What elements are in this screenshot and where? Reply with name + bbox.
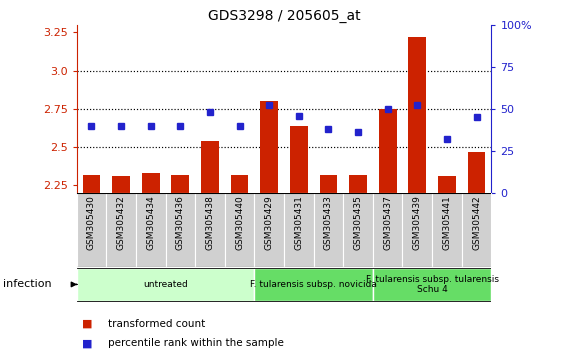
Bar xyxy=(82,175,101,193)
Text: GSM305433: GSM305433 xyxy=(324,195,333,250)
Text: GSM305442: GSM305442 xyxy=(472,195,481,250)
Text: percentile rank within the sample: percentile rank within the sample xyxy=(108,338,284,348)
Bar xyxy=(373,193,403,267)
Text: untreated: untreated xyxy=(143,280,188,289)
Text: GDS3298 / 205605_at: GDS3298 / 205605_at xyxy=(208,9,360,23)
Bar xyxy=(231,175,248,193)
Bar xyxy=(142,173,160,193)
Bar xyxy=(112,176,130,193)
Bar xyxy=(290,126,308,193)
Text: infection: infection xyxy=(3,279,52,290)
Bar xyxy=(254,268,373,301)
Bar xyxy=(320,175,337,193)
Bar xyxy=(373,268,491,301)
Text: GSM305437: GSM305437 xyxy=(383,195,392,250)
Text: GSM305439: GSM305439 xyxy=(413,195,422,250)
Bar xyxy=(432,193,462,267)
Bar xyxy=(467,152,486,193)
Text: GSM305441: GSM305441 xyxy=(442,195,452,250)
Text: ■: ■ xyxy=(82,338,93,348)
Bar xyxy=(403,193,432,267)
Text: GSM305432: GSM305432 xyxy=(116,195,126,250)
Bar xyxy=(77,193,106,267)
Bar xyxy=(195,193,225,267)
Text: GSM305431: GSM305431 xyxy=(294,195,303,250)
Bar xyxy=(106,193,136,267)
Bar xyxy=(314,193,343,267)
Bar xyxy=(165,193,195,267)
Bar xyxy=(284,193,314,267)
Text: ■: ■ xyxy=(82,319,93,329)
Bar xyxy=(343,193,373,267)
Bar xyxy=(462,193,491,267)
Bar xyxy=(201,141,219,193)
Bar xyxy=(254,193,284,267)
Bar xyxy=(349,175,367,193)
Text: GSM305440: GSM305440 xyxy=(235,195,244,250)
Text: F. tularensis subsp. tularensis
Schu 4: F. tularensis subsp. tularensis Schu 4 xyxy=(366,275,499,294)
Text: GSM305435: GSM305435 xyxy=(353,195,362,250)
Bar xyxy=(260,101,278,193)
Text: GSM305429: GSM305429 xyxy=(265,195,274,250)
Bar xyxy=(379,109,396,193)
Text: GSM305436: GSM305436 xyxy=(176,195,185,250)
Bar xyxy=(408,37,426,193)
Text: GSM305430: GSM305430 xyxy=(87,195,96,250)
Bar xyxy=(172,175,189,193)
Text: GSM305438: GSM305438 xyxy=(206,195,215,250)
Bar xyxy=(438,176,456,193)
Bar xyxy=(225,193,254,267)
Text: F. tularensis subsp. novicida: F. tularensis subsp. novicida xyxy=(250,280,377,289)
Bar xyxy=(77,268,254,301)
Text: GSM305434: GSM305434 xyxy=(146,195,155,250)
Text: transformed count: transformed count xyxy=(108,319,205,329)
Bar xyxy=(136,193,165,267)
